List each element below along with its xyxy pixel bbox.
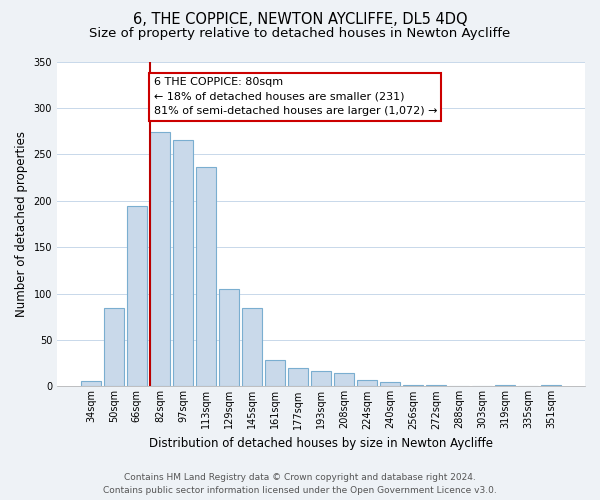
Text: Contains HM Land Registry data © Crown copyright and database right 2024.
Contai: Contains HM Land Registry data © Crown c… (103, 474, 497, 495)
Bar (265, 360, 285, 386)
Y-axis label: Number of detached properties: Number of detached properties (15, 131, 28, 317)
Text: Size of property relative to detached houses in Newton Aycliffe: Size of property relative to detached ho… (89, 28, 511, 40)
Bar (196, 168, 216, 386)
Bar (81, 381, 101, 386)
Bar (288, 368, 308, 386)
Bar (219, 289, 239, 386)
Text: 6 THE COPPICE: 80sqm
← 18% of detached houses are smaller (231)
81% of semi-deta: 6 THE COPPICE: 80sqm ← 18% of detached h… (154, 78, 437, 116)
Bar (334, 374, 354, 386)
Bar (127, 206, 146, 386)
Bar (403, 384, 423, 386)
Bar (242, 308, 262, 386)
Bar (104, 308, 124, 386)
Bar (150, 132, 170, 386)
X-axis label: Distribution of detached houses by size in Newton Aycliffe: Distribution of detached houses by size … (149, 437, 493, 450)
Bar (357, 380, 377, 386)
Bar (311, 370, 331, 386)
Bar (173, 140, 193, 386)
Text: 6, THE COPPICE, NEWTON AYCLIFFE, DL5 4DQ: 6, THE COPPICE, NEWTON AYCLIFFE, DL5 4DQ (133, 12, 467, 28)
Bar (380, 382, 400, 386)
